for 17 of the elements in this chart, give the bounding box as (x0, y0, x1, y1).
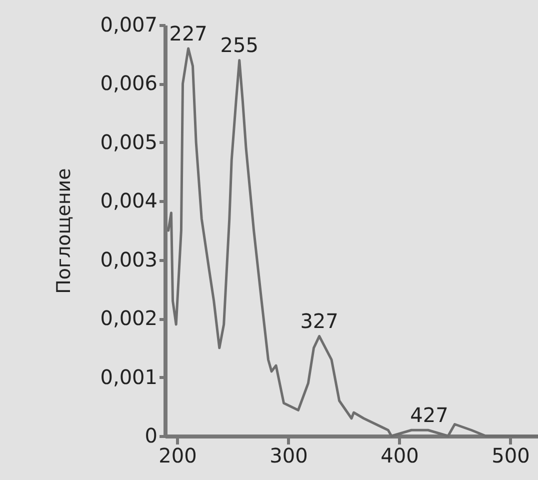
y-tick-label: 0,001 (100, 364, 158, 389)
annotation: 427 (410, 403, 448, 428)
x-tick-label: 400 (380, 444, 419, 468)
y-axis-title: Поглощение (53, 168, 76, 294)
y-tick-label: 0,004 (100, 188, 158, 213)
x-tick-label: 200 (158, 444, 197, 468)
annotation: 255 (220, 33, 258, 58)
y-tick-label: 0,003 (100, 247, 158, 272)
x-tick-label: 500 (492, 444, 530, 468)
y-tick-label: 0,007 (100, 12, 158, 36)
x-tick-label: 300 (270, 444, 308, 468)
y-tick-label: 0,002 (100, 306, 158, 330)
y-tick-label: 0 (144, 424, 158, 448)
annotation: 327 (300, 309, 338, 334)
y-tick-label: 0,005 (100, 130, 158, 154)
y-tick-label: 0,006 (100, 71, 158, 96)
annotation: 227 (169, 21, 208, 46)
